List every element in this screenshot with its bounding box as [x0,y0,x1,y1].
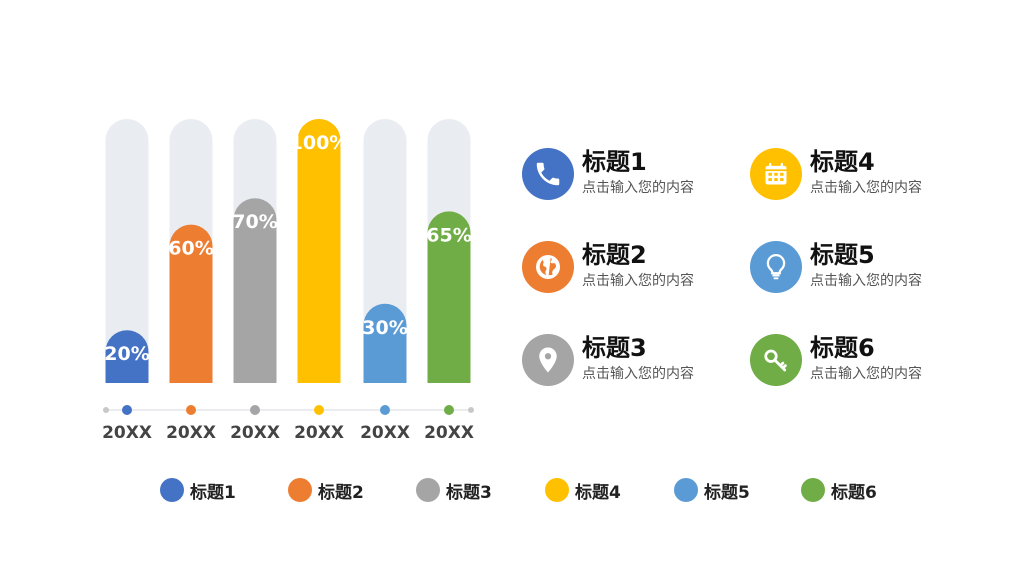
info-subtitle-3[interactable]: 点击输入您的内容 [582,366,694,382]
legend-label-2: 标题2 [318,482,364,503]
legend-label-3: 标题3 [446,482,492,503]
x-tick-label: 20XX [424,423,474,443]
bar-value-label: 30% [362,317,407,339]
legend-item-3: 标题3 [416,476,492,504]
location-pin-icon [539,347,557,373]
info-title-4: 标题4 [810,148,875,176]
legend-swatch-3 [416,478,440,502]
x-tick-label: 20XX [102,423,152,443]
bar [363,303,407,383]
axis-marker [444,405,454,415]
x-tick-label: 20XX [230,423,280,443]
info-subtitle-4[interactable]: 点击输入您的内容 [810,180,922,196]
globe-icon [536,255,560,279]
legend-label-4: 标题4 [575,482,621,503]
info-circle-1 [522,148,574,200]
info-circle-2 [522,241,574,293]
info-item-6: 标题6 点击输入您的内容 [750,334,970,390]
bar-value-label: 70% [232,211,277,233]
bar [105,330,149,383]
legend-item-6: 标题6 [801,476,877,504]
axis-marker [314,405,324,415]
info-title-3: 标题3 [582,334,647,362]
axis-end-dot-left [103,407,109,413]
info-circle-4 [750,148,802,200]
legend-swatch-2 [288,478,312,502]
info-item-3: 标题3 点击输入您的内容 [522,334,742,390]
axis-marker [250,405,260,415]
info-circle-3 [522,334,574,386]
x-tick-label: 20XX [294,423,344,443]
bar-chart: 20% 60% 70% 100% 30% 65% 20XX 20XX 20XX 20XX 20XX… [102,118,474,443]
bar-value-label: 20% [104,343,149,365]
legend-label-5: 标题5 [704,482,750,503]
bar-value-label: 60% [168,238,213,260]
bar-value-label: 65% [426,224,471,246]
bar-value-label: 100% [290,132,349,154]
info-subtitle-6[interactable]: 点击输入您的内容 [810,366,922,382]
axis-marker [186,405,196,415]
legend-swatch-4 [545,478,569,502]
lightbulb-icon [766,253,786,280]
legend-item-1: 标题1 [160,476,236,504]
legend-swatch-6 [801,478,825,502]
info-item-5: 标题5 点击输入您的内容 [750,241,970,297]
info-title-6: 标题6 [810,334,875,362]
bar [427,211,471,383]
legend: 标题1 标题2 标题3 标题4 标题5 标题6 [160,476,900,504]
legend-item-4: 标题4 [545,476,621,504]
axis-marker [122,405,132,415]
info-item-1: 标题1 点击输入您的内容 [522,148,742,204]
info-title-1: 标题1 [582,148,647,176]
info-title-5: 标题5 [810,241,875,269]
info-subtitle-5[interactable]: 点击输入您的内容 [810,273,922,289]
info-item-2: 标题2 点击输入您的内容 [522,241,742,297]
info-circle-6 [750,334,802,386]
legend-item-2: 标题2 [288,476,364,504]
x-tick-label: 20XX [166,423,216,443]
legend-label-6: 标题6 [831,482,877,503]
legend-swatch-1 [160,478,184,502]
legend-swatch-5 [674,478,698,502]
axis-end-dot-right [468,407,474,413]
phone-icon [536,162,560,186]
bar-track [105,118,149,383]
bar [297,118,341,383]
calendar-icon [765,162,787,185]
axis-marker [380,405,390,415]
x-tick-label: 20XX [360,423,410,443]
legend-label-1: 标题1 [190,482,236,503]
key-icon [764,349,787,372]
bar [233,198,277,383]
info-title-2: 标题2 [582,241,647,269]
info-subtitle-2[interactable]: 点击输入您的内容 [582,273,694,289]
legend-item-5: 标题5 [674,476,750,504]
info-item-4: 标题4 点击输入您的内容 [750,148,970,204]
bar [169,224,213,383]
info-subtitle-1[interactable]: 点击输入您的内容 [582,180,694,196]
info-circle-5 [750,241,802,293]
